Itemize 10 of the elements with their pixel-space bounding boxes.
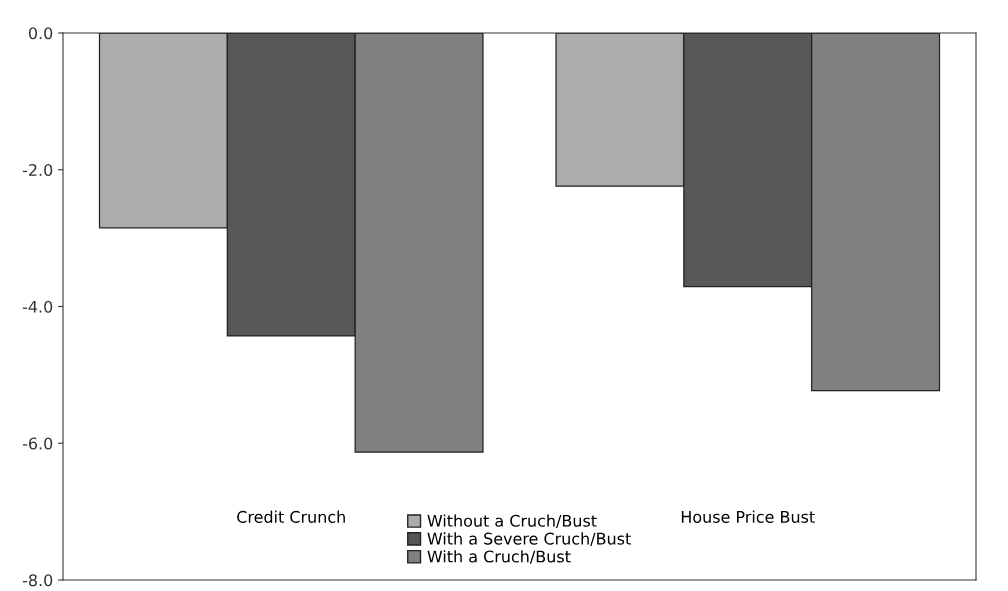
legend-label: With a Severe Cruch/Bust: [427, 532, 631, 546]
y-tick-label: -6.0: [22, 437, 53, 450]
y-tick-label: -8.0: [22, 574, 53, 587]
legend-label: Without a Cruch/Bust: [427, 514, 597, 529]
y-tick-label: -4.0: [22, 300, 53, 313]
y-tick-label: 0.0: [28, 27, 53, 40]
x-tick-label: House Price Bust: [681, 510, 815, 523]
legend-label: With a Cruch/Bust: [427, 550, 571, 564]
x-tick-label: Credit Crunch: [237, 510, 345, 523]
y-tick-label: -2.0: [22, 163, 53, 177]
